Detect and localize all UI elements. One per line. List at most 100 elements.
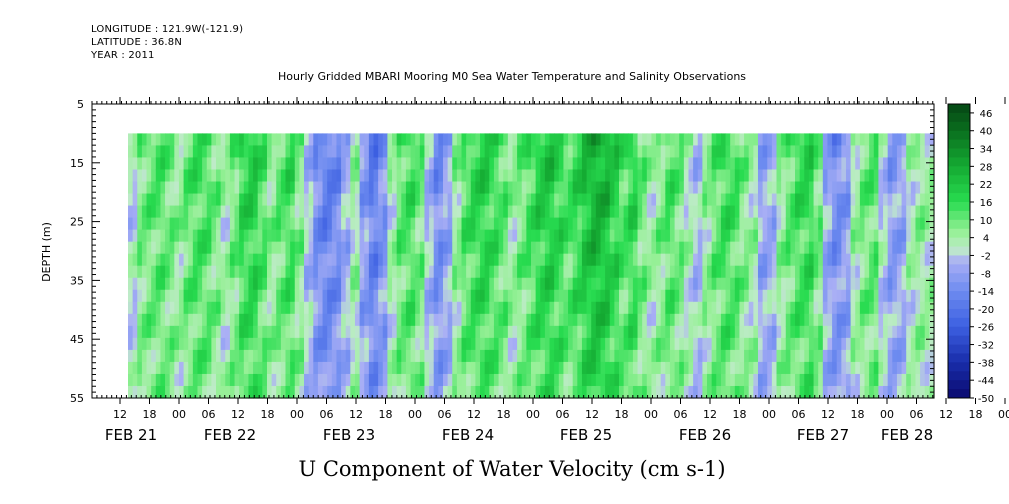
heatmap-cell — [572, 229, 578, 243]
heatmap-cell — [920, 193, 926, 207]
heatmap-cell — [595, 217, 602, 231]
heatmap-cell — [456, 385, 463, 399]
heatmap-cell — [600, 337, 606, 351]
heatmap-cell — [526, 157, 532, 171]
heatmap-cell — [480, 193, 486, 207]
heatmap-cell — [341, 337, 347, 351]
heatmap-cell — [480, 289, 486, 303]
heatmap-cell — [910, 325, 917, 339]
heatmap-cell — [526, 181, 532, 195]
heatmap-cell — [132, 169, 138, 183]
heatmap-cell — [447, 253, 453, 267]
heatmap-cell — [577, 217, 583, 231]
heatmap-cell — [623, 313, 629, 327]
heatmap-cell — [137, 361, 143, 375]
heatmap-cell — [401, 385, 407, 399]
heatmap-cell — [517, 301, 523, 315]
heatmap-cell — [674, 277, 680, 291]
heatmap-cell — [637, 373, 643, 387]
heatmap-cell — [146, 133, 152, 147]
heatmap-cell — [327, 265, 333, 279]
heatmap-cell — [160, 205, 166, 219]
heatmap-cell — [456, 253, 463, 267]
heatmap-cell — [711, 157, 717, 171]
heatmap-cell — [197, 145, 203, 159]
heatmap-cell — [795, 241, 801, 255]
heatmap-cell — [517, 265, 523, 279]
heatmap-cell — [808, 181, 815, 195]
heatmap-cell — [299, 301, 305, 315]
heatmap-cell — [614, 253, 620, 267]
heatmap-cell — [832, 193, 838, 207]
heatmap-cell — [280, 349, 287, 363]
heatmap-cell — [776, 385, 782, 399]
heatmap-cell — [466, 157, 472, 171]
heatmap-cell — [554, 229, 560, 243]
heatmap-cell — [929, 313, 935, 327]
heatmap-cell — [285, 145, 291, 159]
heatmap-cell — [906, 289, 912, 303]
heatmap-cell — [229, 253, 236, 267]
x-hour-label: 06 — [674, 408, 688, 421]
heatmap-cell — [586, 193, 592, 207]
heatmap-cell — [248, 253, 254, 267]
heatmap-cell — [313, 277, 319, 291]
heatmap-cell — [554, 145, 560, 159]
heatmap-cell — [442, 265, 449, 279]
heatmap-cell — [503, 277, 509, 291]
heatmap-cell — [832, 253, 838, 267]
heatmap-cell — [331, 301, 338, 315]
heatmap-cell — [253, 361, 259, 375]
heatmap-cell — [280, 385, 287, 399]
heatmap-cell — [387, 193, 393, 207]
heatmap-cell — [442, 205, 449, 219]
heatmap-cell — [354, 265, 361, 279]
heatmap-cell — [405, 217, 412, 231]
heatmap-cell — [563, 301, 569, 315]
heatmap-cell — [697, 157, 703, 171]
heatmap-cell — [568, 157, 574, 171]
heatmap-cell — [609, 253, 615, 267]
heatmap-cell — [665, 277, 671, 291]
heatmap-cell — [266, 145, 273, 159]
heatmap-cell — [896, 145, 903, 159]
heatmap-cell — [456, 277, 463, 291]
heatmap-cell — [869, 229, 875, 243]
heatmap-cell — [262, 313, 268, 327]
heatmap-cell — [350, 301, 356, 315]
heatmap-cell — [586, 373, 592, 387]
heatmap-cell — [739, 133, 745, 147]
heatmap-cell — [614, 313, 620, 327]
heatmap-cell — [924, 157, 930, 171]
heatmap-cell — [581, 385, 588, 399]
heatmap-cell — [785, 289, 791, 303]
heatmap-cell — [531, 229, 537, 243]
heatmap-cell — [818, 277, 824, 291]
heatmap-cell — [387, 385, 393, 399]
heatmap-cell — [137, 349, 143, 363]
heatmap-cell — [642, 157, 648, 171]
heatmap-cell — [132, 337, 138, 351]
heatmap-cell — [730, 181, 736, 195]
heatmap-cell — [795, 385, 801, 399]
heatmap-cell — [577, 241, 583, 255]
heatmap-cell — [808, 313, 815, 327]
heatmap-cell — [512, 193, 518, 207]
heatmap-cell — [609, 229, 615, 243]
heatmap-cell — [266, 169, 273, 183]
heatmap-cell — [128, 169, 134, 183]
heatmap-cell — [396, 373, 402, 387]
heatmap-cell — [799, 337, 805, 351]
heatmap-cell — [373, 385, 379, 399]
heatmap-cell — [651, 229, 657, 243]
heatmap-cell — [290, 217, 296, 231]
heatmap-cell — [202, 349, 208, 363]
heatmap-cell — [336, 157, 342, 171]
heatmap-cell — [429, 169, 435, 183]
heatmap-cell — [693, 337, 699, 351]
heatmap-cell — [359, 373, 365, 387]
heatmap-cell — [489, 217, 495, 231]
heatmap-cell — [313, 253, 319, 267]
heatmap-cell — [762, 361, 768, 375]
heatmap-cell — [197, 301, 203, 315]
